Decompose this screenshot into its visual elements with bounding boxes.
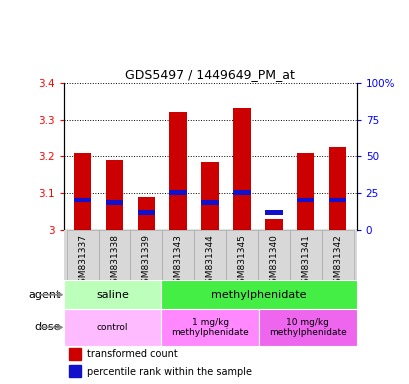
Text: GSM831338: GSM831338 (110, 234, 119, 290)
Bar (63, 309, 161, 346)
Bar (194, 230, 225, 280)
Bar (289, 230, 321, 280)
Title: GDS5497 / 1449649_PM_at: GDS5497 / 1449649_PM_at (125, 68, 294, 81)
Bar (233, 190, 250, 195)
Text: GSM831339: GSM831339 (142, 234, 151, 290)
Text: GSM831337: GSM831337 (78, 234, 87, 290)
Bar (201, 162, 218, 230)
Bar (321, 230, 353, 280)
Bar (106, 200, 123, 205)
Text: GSM831340: GSM831340 (269, 234, 278, 289)
Text: GSM831343: GSM831343 (173, 234, 182, 289)
Bar (74, 198, 91, 202)
Text: GSM831344: GSM831344 (205, 234, 214, 289)
Bar (106, 160, 123, 230)
Bar (69, 365, 81, 377)
Bar (74, 153, 91, 230)
Bar (137, 210, 155, 215)
Bar (201, 200, 218, 205)
Bar (63, 230, 356, 280)
Bar (67, 230, 98, 280)
Text: methylphenidate: methylphenidate (211, 290, 306, 300)
Text: GSM831345: GSM831345 (237, 234, 246, 289)
Text: percentile rank within the sample: percentile rank within the sample (87, 366, 252, 377)
Bar (162, 230, 194, 280)
Bar (296, 198, 314, 202)
Bar (328, 198, 346, 202)
Bar (130, 230, 162, 280)
Text: GSM831342: GSM831342 (332, 234, 341, 289)
Bar (233, 108, 250, 230)
Bar (296, 153, 314, 230)
Bar (265, 219, 282, 230)
Text: transformed count: transformed count (87, 349, 178, 359)
Bar (161, 280, 356, 309)
Bar (63, 280, 161, 309)
Bar (169, 112, 187, 230)
Text: control: control (97, 323, 128, 332)
Bar (98, 230, 130, 280)
Bar (225, 230, 257, 280)
Text: GSM831341: GSM831341 (301, 234, 310, 289)
Bar (257, 230, 289, 280)
Text: dose: dose (34, 322, 61, 333)
Bar (69, 348, 81, 360)
Text: saline: saline (96, 290, 128, 300)
Bar (161, 309, 258, 346)
Text: 10 mg/kg
methylphenidate: 10 mg/kg methylphenidate (268, 318, 346, 337)
Bar (265, 210, 282, 215)
Text: 1 mg/kg
methylphenidate: 1 mg/kg methylphenidate (171, 318, 248, 337)
Text: agent: agent (28, 290, 61, 300)
Bar (137, 197, 155, 230)
Bar (328, 147, 346, 230)
Bar (169, 190, 187, 195)
Bar (258, 309, 356, 346)
